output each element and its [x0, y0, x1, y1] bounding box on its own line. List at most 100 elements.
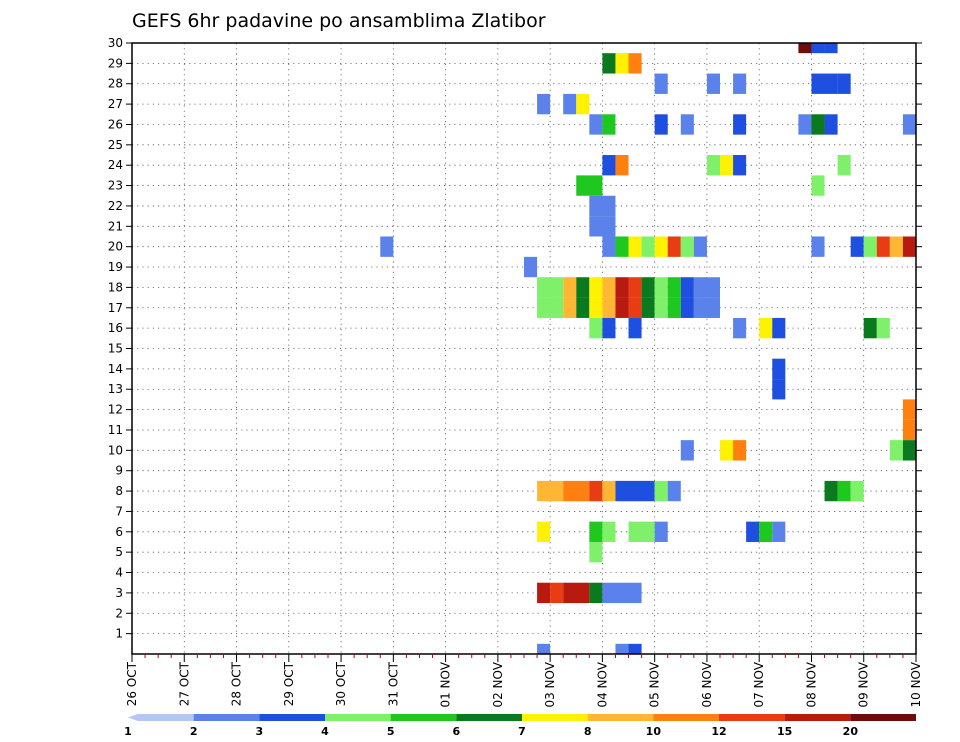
y-tick-label: 21	[108, 219, 123, 233]
data-cell	[667, 277, 681, 298]
data-cell	[524, 256, 538, 278]
colorbar-label: 2	[190, 725, 198, 738]
data-cell	[537, 93, 551, 115]
x-tick-label: 03 NOV	[543, 661, 557, 707]
data-cell	[850, 480, 864, 502]
data-cell	[863, 317, 877, 339]
data-cell	[811, 175, 825, 196]
data-cell	[615, 643, 629, 654]
colorbar-label: 10	[646, 725, 662, 738]
data-cell	[811, 236, 825, 257]
data-cell	[563, 277, 577, 298]
data-cell	[720, 440, 734, 461]
data-cell	[902, 399, 916, 420]
data-cell	[589, 297, 603, 318]
data-cell	[615, 53, 629, 74]
data-cell	[772, 358, 786, 380]
colorbar-swatch	[850, 714, 916, 721]
x-tick-label: 31 OCT	[386, 661, 400, 706]
colorbar-swatch	[587, 714, 654, 721]
data-cell	[733, 73, 747, 94]
data-cell	[811, 114, 825, 135]
data-cell	[628, 236, 642, 257]
data-cells	[380, 43, 916, 654]
colorbar-label: 6	[453, 725, 461, 738]
data-cell	[615, 297, 629, 318]
data-cell	[628, 53, 642, 74]
data-cell	[628, 297, 642, 318]
data-cell	[602, 297, 616, 318]
colorbar-swatch	[259, 714, 325, 721]
data-cell	[837, 480, 851, 502]
y-tick-label: 17	[108, 301, 123, 315]
x-tick-label: 02 NOV	[491, 661, 505, 707]
colorbar-label: 4	[321, 725, 329, 738]
y-tick-label: 22	[108, 199, 123, 213]
data-cell	[680, 277, 694, 298]
colorbar-label: 5	[387, 725, 395, 738]
data-cell	[589, 195, 616, 217]
data-cell	[654, 236, 668, 257]
data-cell	[693, 297, 720, 318]
colorbar-label: 1	[124, 725, 132, 738]
data-cell	[628, 277, 642, 298]
data-cell	[550, 582, 564, 604]
colorbar-swatch	[193, 714, 260, 721]
colorbar-label: 15	[777, 725, 792, 738]
y-tick-label: 8	[115, 484, 123, 498]
data-cell	[680, 236, 694, 257]
data-cell	[537, 480, 564, 502]
y-tick-label: 10	[108, 443, 123, 457]
x-tick-label: 30 OCT	[334, 661, 348, 706]
colorbar-label: 20	[843, 725, 859, 738]
x-tick-label: 08 NOV	[804, 661, 818, 707]
data-cell	[798, 43, 812, 54]
colorbar-label: 7	[518, 725, 526, 738]
data-cell	[654, 114, 668, 135]
data-cell	[641, 236, 655, 257]
data-cell	[602, 53, 616, 74]
data-cell	[589, 216, 616, 237]
data-cell	[602, 236, 616, 257]
y-tick-label: 26	[108, 117, 123, 131]
data-cell	[772, 379, 786, 400]
data-cell	[733, 155, 747, 176]
data-cell	[837, 155, 851, 176]
y-tick-label: 5	[115, 545, 123, 559]
data-cell	[589, 521, 603, 542]
y-tick-label: 27	[108, 97, 123, 111]
colorbar-label: 3	[256, 725, 264, 738]
colorbar-swatch	[719, 714, 785, 721]
y-tick-label: 23	[108, 179, 123, 193]
colorbar-swatch	[784, 714, 851, 721]
data-cell	[576, 93, 590, 115]
data-cell	[563, 480, 590, 502]
y-tick-label: 13	[108, 382, 123, 396]
y-tick-label: 3	[115, 586, 123, 600]
data-cell	[628, 317, 642, 339]
x-tick-label: 04 NOV	[595, 661, 609, 707]
data-cell	[615, 277, 629, 298]
y-tick-label: 25	[108, 138, 123, 152]
colorbar-swatch	[325, 714, 391, 721]
data-cell	[733, 114, 747, 135]
data-cell	[589, 277, 603, 298]
data-cell	[876, 236, 890, 257]
data-cell	[589, 480, 603, 502]
data-cell	[772, 317, 786, 339]
data-cell	[602, 277, 616, 298]
colorbar-swatch	[390, 714, 457, 721]
y-tick-label: 29	[108, 56, 123, 70]
y-tick-label: 28	[108, 77, 123, 91]
data-cell	[811, 73, 838, 94]
data-cell	[602, 155, 616, 176]
x-tick-label: 07 NOV	[752, 661, 766, 707]
data-cell	[824, 480, 838, 502]
data-cell	[680, 440, 694, 461]
data-cell	[641, 297, 655, 318]
data-cell	[537, 297, 564, 318]
data-cell	[537, 277, 564, 298]
colorbar-swatch	[653, 714, 719, 721]
